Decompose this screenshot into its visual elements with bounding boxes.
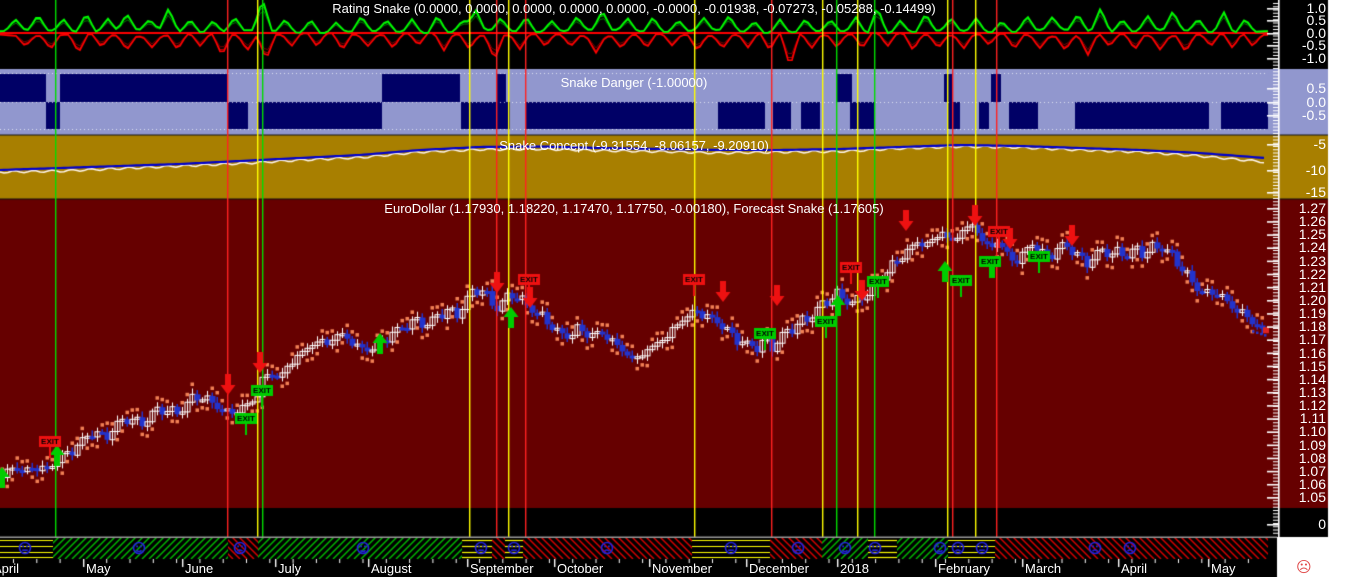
price-axis-tick-label: 1.10 xyxy=(1298,423,1326,440)
snake-concept-panel-title: Snake Concept (-9.31554, -8.06157, -9.20… xyxy=(499,138,769,153)
x-axis-month-label: September xyxy=(470,561,534,576)
price-axis-tick-label: 1.25 xyxy=(1298,226,1326,243)
danger-axis-tick-label: 0.0 xyxy=(1306,94,1326,110)
x-axis-month-label: June xyxy=(185,561,214,576)
price-axis-tick-label: 1.27 xyxy=(1298,200,1326,216)
price-axis-tick-label: 1.19 xyxy=(1298,305,1326,322)
price-axis-tick-label: 1.13 xyxy=(1298,383,1326,400)
eurodollar-panel-title: EuroDollar (1.17930, 1.18220, 1.17470, 1… xyxy=(384,201,884,216)
concept-axis-tick-label: -5 xyxy=(1313,136,1326,152)
x-axis-month-label: April xyxy=(1121,561,1148,576)
rating-axis-tick-label: 1.0 xyxy=(1306,0,1326,16)
price-axis-tick-label: 1.24 xyxy=(1298,239,1326,256)
x-axis-month-label: March xyxy=(1025,561,1062,576)
concept-axis-tick-label: -10 xyxy=(1305,162,1326,178)
danger-axis-tick-label: -0.5 xyxy=(1301,107,1326,123)
price-axis-tick-label: 1.14 xyxy=(1298,370,1326,387)
price-axis-tick-label: 1.23 xyxy=(1298,252,1326,269)
price-axis-tick-label: 1.09 xyxy=(1298,436,1326,453)
snake-danger-panel-title: Snake Danger (-1.00000) xyxy=(560,75,708,90)
price-axis-tick-label: 1.21 xyxy=(1298,278,1326,295)
price-axis-tick-label: 1.06 xyxy=(1298,475,1326,492)
danger-axis-tick-label: 0.5 xyxy=(1306,80,1326,96)
price-axis-tick-label: 1.20 xyxy=(1298,291,1326,308)
x-axis-month-label: December xyxy=(749,561,809,576)
concept-axis-tick-label: -15 xyxy=(1305,184,1326,200)
price-axis-tick-label: 1.12 xyxy=(1298,397,1326,414)
volume-axis-zero-label: 0 xyxy=(1318,516,1326,532)
rating-snake-panel-title: Rating Snake (0.0000, 0.0000, 0.0000, 0.… xyxy=(332,1,936,16)
x-axis-month-label: April xyxy=(0,561,20,576)
rating-axis-tick-label: 0.0 xyxy=(1306,25,1326,41)
price-axis-tick-label: 1.07 xyxy=(1298,462,1326,479)
status-frown-icon: ☹ xyxy=(1296,559,1312,576)
x-axis-month-label: February xyxy=(938,561,991,576)
price-axis-tick-label: 1.16 xyxy=(1298,344,1326,361)
rating-axis-tick-label: -0.5 xyxy=(1301,37,1326,53)
price-axis-tick-label: 1.08 xyxy=(1298,449,1326,466)
price-axis-tick-label: 1.05 xyxy=(1298,489,1326,506)
price-axis-tick-label: 1.11 xyxy=(1299,410,1326,427)
x-axis-month-label: May xyxy=(1211,561,1236,576)
price-axis-tick-label: 1.22 xyxy=(1298,265,1326,282)
price-axis-tick-label: 1.26 xyxy=(1298,213,1326,230)
price-axis-tick-label: 1.18 xyxy=(1298,318,1326,335)
x-axis-month-label: November xyxy=(652,561,712,576)
x-axis-month-label: May xyxy=(86,561,111,576)
price-axis-tick-label: 1.17 xyxy=(1298,331,1326,348)
x-axis-month-label: August xyxy=(371,561,412,576)
x-axis-month-label: 2018 xyxy=(840,561,869,576)
rating-axis-tick-label: 0.5 xyxy=(1306,12,1326,28)
rating-axis-tick-label: -1.0 xyxy=(1301,50,1326,66)
x-axis-month-label: October xyxy=(557,561,604,576)
price-axis-tick-label: 1.15 xyxy=(1298,357,1326,374)
x-axis-month-label: July xyxy=(278,561,302,576)
